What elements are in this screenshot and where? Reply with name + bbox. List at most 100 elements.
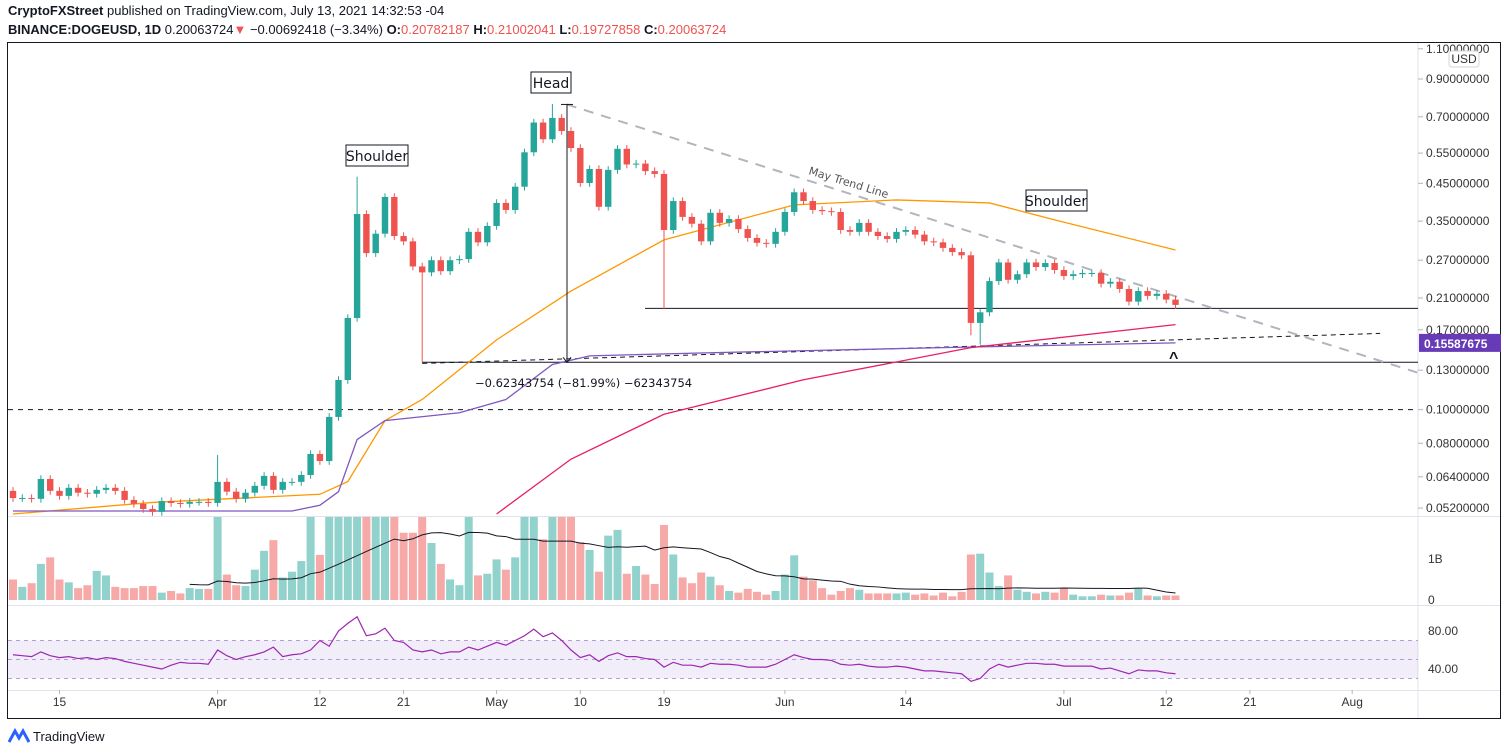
candle-body <box>502 202 510 210</box>
last-value-label: 0.15587675 <box>1424 337 1488 351</box>
close-label: C: <box>643 22 658 37</box>
moving-average-line <box>496 323 1176 515</box>
volume-bar <box>632 565 641 600</box>
candle <box>363 210 370 257</box>
volume-bar <box>148 586 157 600</box>
candle <box>949 244 956 256</box>
volume-bar <box>102 575 110 600</box>
candle-body <box>363 214 370 254</box>
volume-bar <box>362 517 371 600</box>
candle <box>1051 259 1058 274</box>
volume-bar <box>306 517 315 600</box>
candle <box>986 277 993 317</box>
candle <box>1014 270 1021 284</box>
candle-body <box>186 501 193 504</box>
volume-bar <box>715 585 724 600</box>
candle-body <box>549 117 556 140</box>
candle-body <box>698 223 705 242</box>
candle-body <box>967 255 975 323</box>
candle-body <box>735 219 742 230</box>
candle <box>828 207 835 216</box>
candle <box>316 450 324 465</box>
candle <box>567 127 575 152</box>
volume-bar <box>771 590 780 600</box>
time-tick-label: 10 <box>574 695 588 709</box>
candle <box>205 498 212 507</box>
candle-body <box>1060 269 1068 277</box>
volume-bar <box>827 594 836 600</box>
volume-bar <box>725 590 734 600</box>
volume-bar <box>873 593 882 600</box>
candle <box>298 471 305 486</box>
candle-body <box>56 490 63 496</box>
volume-bar <box>1059 588 1068 600</box>
candle-body <box>9 490 17 499</box>
tradingview-logo[interactable]: TradingView <box>8 728 105 744</box>
price-tick-label: 0.27000000 <box>1426 253 1490 267</box>
time-tick-label: 21 <box>397 695 411 709</box>
price-tick-label: 0.05200000 <box>1426 501 1490 515</box>
candle-body <box>921 234 928 242</box>
volume-bar <box>83 585 92 600</box>
rsi-tick-label: 40.00 <box>1428 662 1458 676</box>
price-tick-label: 0.06400000 <box>1426 470 1490 484</box>
left-shoulder-box[interactable] <box>345 144 409 167</box>
volume-bar <box>1078 596 1087 600</box>
candle-body <box>493 202 500 226</box>
candle <box>19 494 26 502</box>
candle <box>753 234 761 247</box>
candle <box>1088 269 1095 277</box>
volume-bar <box>278 577 287 600</box>
candle-body <box>828 211 835 213</box>
candle-body <box>884 236 891 239</box>
published-text: published on TradingView.com, July 13, 2… <box>106 3 445 18</box>
right-shoulder-box[interactable] <box>1025 189 1088 212</box>
last-value-label-bg <box>1419 333 1501 352</box>
symbol-name[interactable]: BINANCE:DOGEUSD, 1D <box>8 22 162 37</box>
candle <box>725 215 733 227</box>
candle <box>846 226 854 236</box>
candle-body <box>316 453 324 462</box>
volume-bar <box>399 532 408 600</box>
volume-bar <box>343 517 352 600</box>
volume-bar <box>966 554 975 600</box>
volume-bar <box>27 583 36 600</box>
candle-body <box>1107 281 1114 284</box>
candle-body <box>372 233 379 254</box>
volume-bar <box>594 571 603 600</box>
head-label-box[interactable] <box>530 71 572 94</box>
candle <box>456 255 463 265</box>
volume-bar <box>753 591 761 600</box>
time-tick-label: Jul <box>1056 695 1071 709</box>
candle-body <box>84 492 91 494</box>
price-change: −0.00692418 (−3.34%) <box>249 22 383 37</box>
candle <box>260 472 268 490</box>
volume-bar <box>167 590 176 600</box>
candle-body <box>409 241 417 267</box>
time-tick-label: 14 <box>899 695 913 709</box>
volume-bar <box>1041 591 1050 600</box>
price-tick-label: 0.90000000 <box>1426 72 1490 86</box>
volume-bar <box>567 517 575 600</box>
volume-bar <box>836 590 845 600</box>
volume-bar <box>120 588 129 600</box>
candle <box>595 165 603 211</box>
candle-body <box>1163 293 1170 300</box>
volume-bar <box>464 517 473 600</box>
volume-bar <box>157 592 166 600</box>
head-label: Head <box>533 76 570 92</box>
publisher-name[interactable]: CryptoFXStreet <box>8 3 104 18</box>
candle <box>502 199 510 214</box>
candle-body <box>37 478 45 499</box>
candle <box>288 478 296 486</box>
time-tick-label: 21 <box>1243 695 1257 709</box>
candle-body <box>763 242 770 244</box>
candle <box>121 487 128 504</box>
candle-body <box>465 231 472 260</box>
volume-bar <box>929 595 938 600</box>
candle-body <box>214 481 221 503</box>
volume-pane <box>9 517 1180 600</box>
candle-body <box>1125 288 1133 302</box>
candle-body <box>632 163 640 165</box>
